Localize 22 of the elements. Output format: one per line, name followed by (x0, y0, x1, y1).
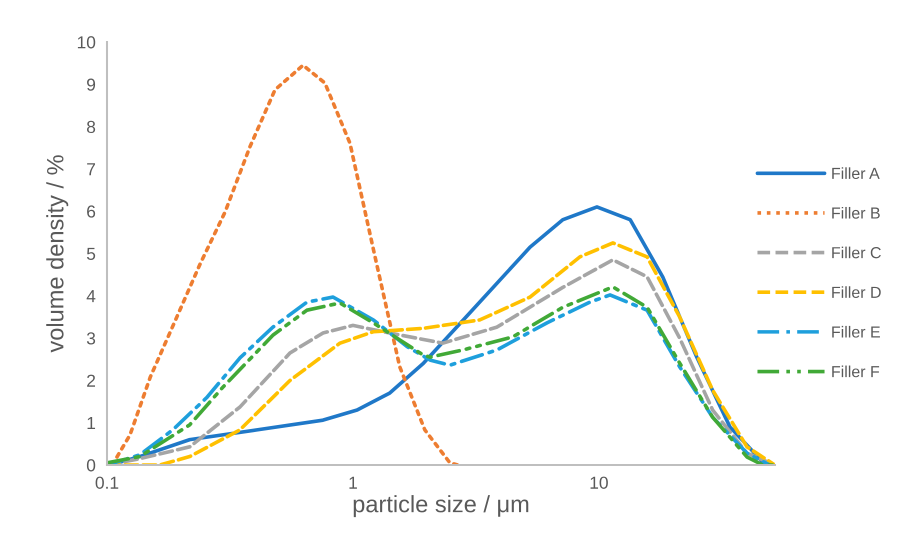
legend-label: Filler D (832, 286, 881, 298)
y-tick-label: 9 (87, 78, 96, 91)
y-axis-title: volume density / % (46, 155, 68, 352)
y-tick-label: 6 (87, 205, 96, 218)
x-tick-label: 1 (349, 476, 357, 489)
x-tick-label: 0.1 (96, 476, 118, 489)
x-tick-label: 10 (590, 476, 608, 489)
y-tick-label: 4 (86, 290, 96, 302)
x-axis-title: particle size / μm (354, 495, 528, 518)
y-tick-label: 1 (88, 417, 96, 429)
y-tick-label: 2 (87, 374, 96, 387)
y-tick-label: 0 (86, 459, 96, 472)
y-tick-label: 8 (86, 120, 96, 134)
legend-label: Filler C (832, 246, 881, 258)
legend-label: Filler F (832, 366, 880, 378)
legend-label: Filler E (832, 326, 880, 338)
y-tick-label: 3 (86, 332, 96, 345)
legend-label: Filler B (832, 206, 880, 219)
y-tick-label: 5 (86, 248, 96, 260)
legend-label: Filler A (832, 167, 880, 180)
y-tick-label: 7 (87, 163, 96, 176)
y-tick-label: 10 (78, 36, 96, 48)
